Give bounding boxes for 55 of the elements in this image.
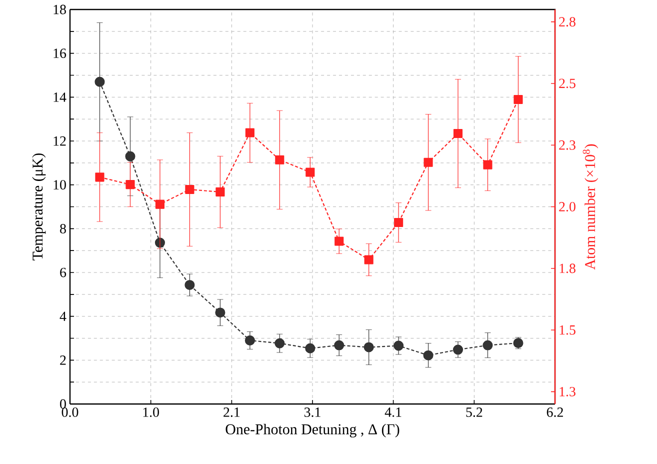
y2-tick-label: 1.5 (560, 325, 576, 335)
y2-tick-label: 2.3 (559, 140, 576, 150)
point (334, 340, 344, 350)
point (274, 338, 285, 348)
point (514, 94, 523, 104)
point (305, 343, 316, 354)
x-axis-title: One-Photon Detuning , Δ (Γ) (226, 424, 400, 438)
x-tick-label: 0.0 (62, 408, 78, 417)
point (95, 172, 104, 182)
x-tick-label: 1.0 (143, 408, 159, 417)
y2-tick-label: 1.8 (560, 264, 576, 274)
y2-tick-label: 2.8 (559, 17, 576, 27)
point (423, 350, 434, 360)
point (482, 340, 493, 350)
point (334, 236, 344, 246)
x-tick-label: 3.1 (304, 408, 320, 417)
point (275, 155, 284, 164)
x-tick-label: 5.2 (466, 408, 482, 417)
point (364, 342, 374, 352)
point (483, 160, 492, 170)
point (424, 158, 433, 167)
point (306, 168, 315, 177)
point (452, 344, 464, 355)
point (244, 335, 255, 346)
point (94, 76, 105, 87)
point (453, 128, 463, 138)
y2-tick-label: 2.0 (559, 202, 576, 212)
y-tick-label: 8 (60, 224, 66, 234)
y-tick-label: 6 (60, 268, 66, 278)
point (394, 218, 404, 228)
point (216, 187, 225, 196)
y2-tick-label: 1.3 (560, 386, 576, 396)
point (126, 180, 135, 190)
y-tick-label: 16 (54, 48, 66, 58)
x-tick-label: 4.1 (384, 408, 402, 417)
y-tick-label: 18 (54, 4, 66, 14)
y-axis-title: Temperature (μK) (32, 154, 46, 260)
point (125, 151, 136, 162)
point (215, 308, 226, 318)
y-tick-label: 4 (60, 312, 66, 321)
x-tick-label: 2.1 (224, 408, 240, 417)
point (155, 200, 164, 209)
y-tick-label: 10 (54, 180, 66, 190)
y-tick-label: 12 (54, 136, 66, 146)
point (364, 255, 374, 264)
y-tick-label: 0 (60, 399, 66, 409)
point (184, 280, 195, 290)
y-tick-label: 14 (54, 92, 66, 102)
y2-axis-title: Atom number (×10$^{8}$) (582, 144, 598, 270)
x-tick-label: 6.2 (546, 408, 563, 417)
y2-tick-label: 2.5 (559, 78, 576, 88)
point (245, 128, 254, 138)
y-tick-label: 2 (60, 356, 66, 365)
point (185, 184, 194, 194)
point (394, 340, 404, 351)
